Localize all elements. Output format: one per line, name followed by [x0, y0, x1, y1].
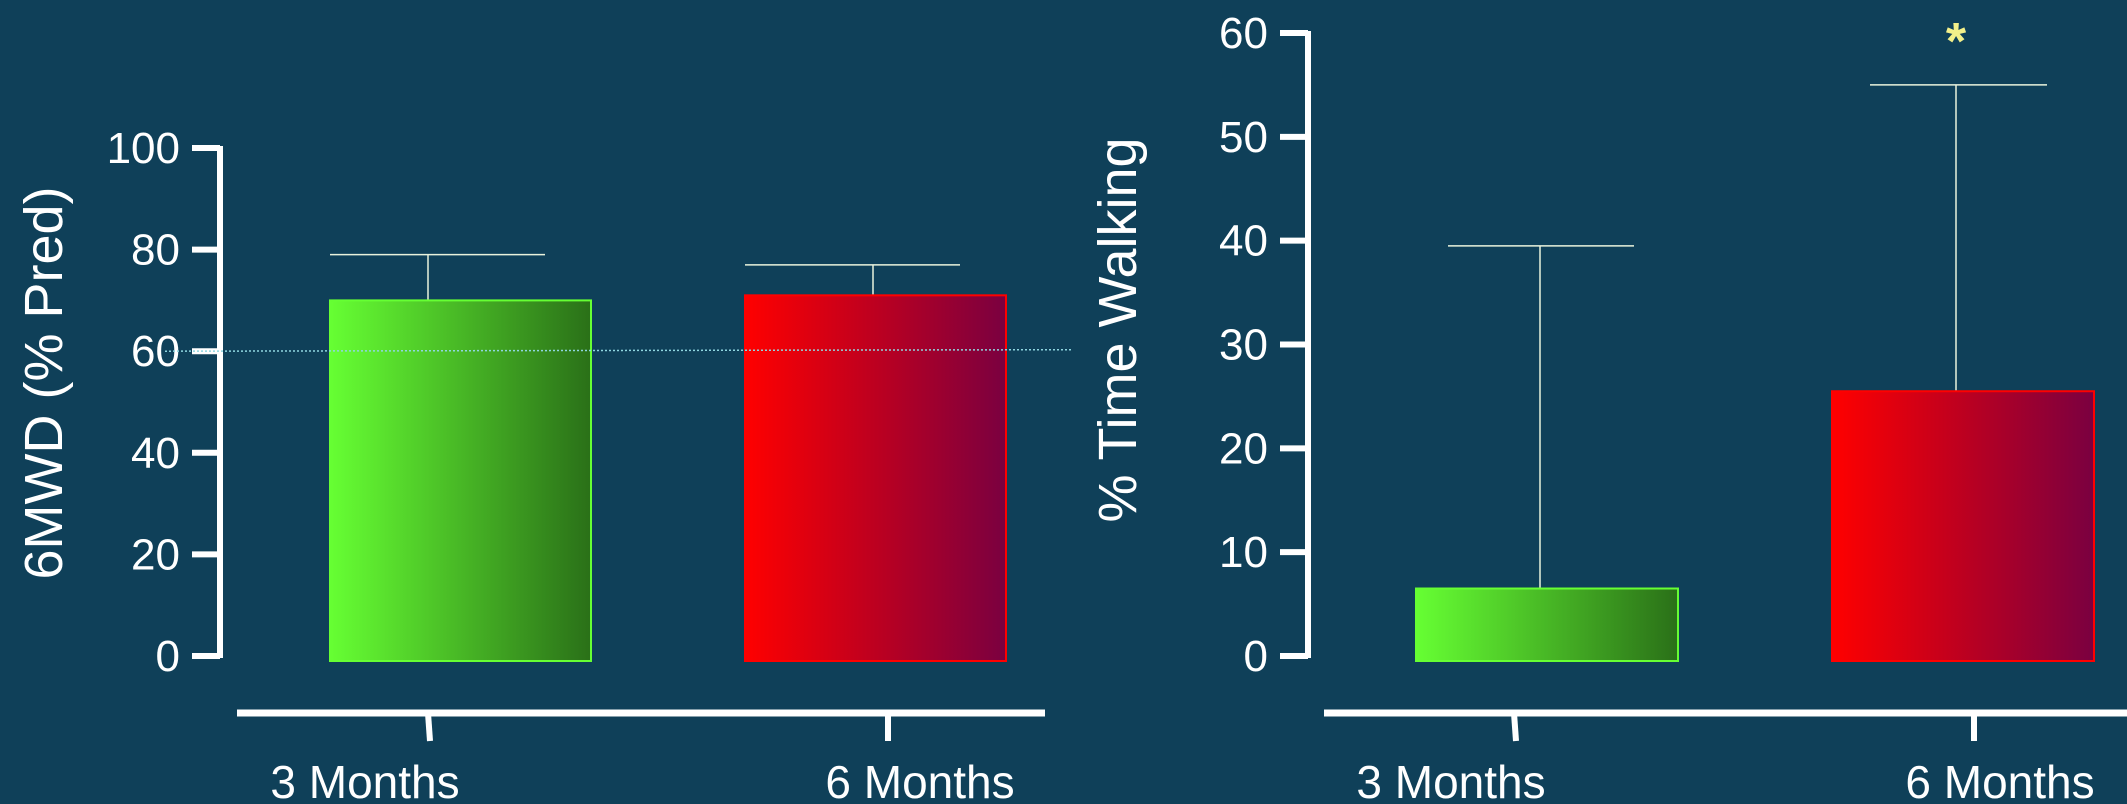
y-tick-label: 80	[131, 226, 180, 275]
y-tick-label: 40	[1219, 217, 1268, 266]
y-tick-label: 40	[131, 429, 180, 478]
y-tick-label: 10	[1219, 528, 1268, 577]
y-tick-label: 60	[131, 327, 180, 376]
y-tick-label: 30	[1219, 321, 1268, 370]
x-category-label: 3 Months	[1356, 756, 1545, 804]
bar-3-months	[329, 299, 592, 662]
y-axis-title: 6MWD (% Pred)	[14, 186, 74, 579]
y-tick-label: 20	[131, 530, 180, 579]
chart-6mwd: 0 20 40 60 80 100 6MWD (% Pred) 3 Months 6 Month…	[14, 124, 1073, 804]
x-category-label: 6 Months	[1905, 756, 2094, 804]
significance-marker: *	[1946, 13, 1967, 71]
bar-6-months	[1831, 390, 2095, 662]
y-tick-label: 50	[1219, 113, 1268, 162]
bar-6-months	[744, 294, 1007, 662]
y-axis-title: % Time Walking	[1088, 137, 1148, 522]
x-tick	[1511, 712, 1519, 742]
x-tick	[425, 712, 433, 742]
y-tick-label: 0	[1244, 632, 1268, 681]
chart-time-walking: 0 10 20 30 40 50 60 % Time Walking 3 Months 6 Mon…	[1088, 9, 2127, 804]
y-tick-label: 0	[156, 632, 180, 681]
bar-3-months	[1415, 587, 1679, 663]
reference-line	[164, 348, 1073, 352]
y-tick-label: 100	[107, 124, 180, 173]
y-tick-label: 20	[1219, 424, 1268, 473]
x-category-label: 6 Months	[825, 756, 1014, 804]
x-category-label: 3 Months	[270, 756, 459, 804]
y-tick-label: 60	[1219, 9, 1268, 58]
